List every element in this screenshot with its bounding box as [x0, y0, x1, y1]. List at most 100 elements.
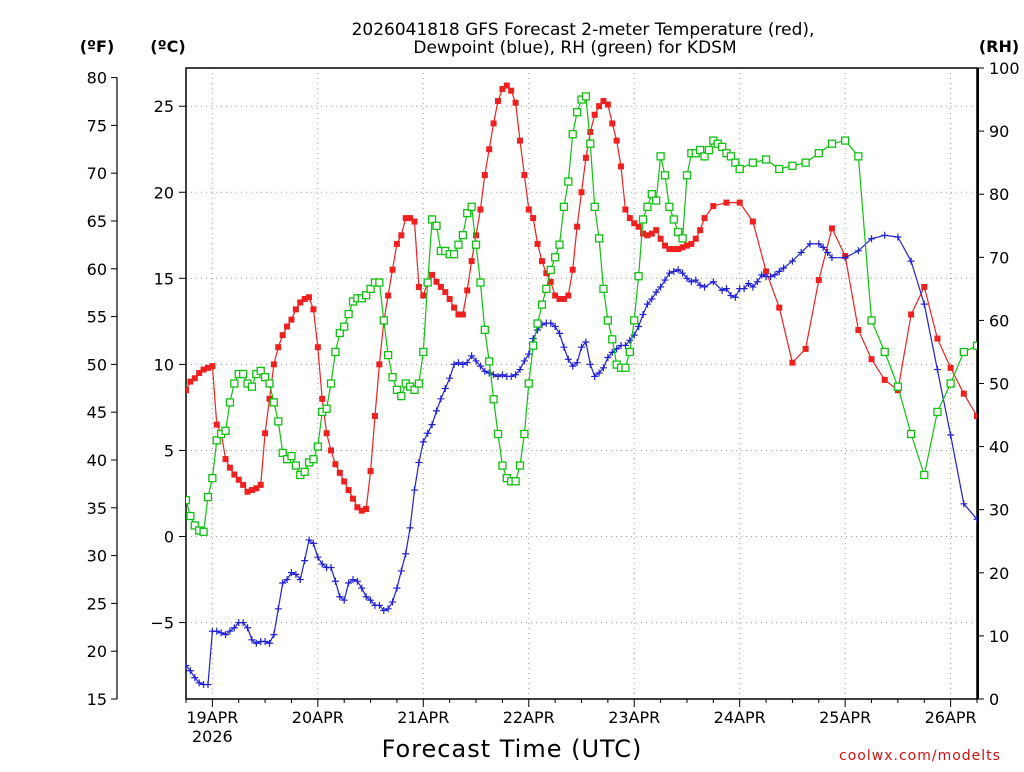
celsius-unit-label: (ºC): [150, 37, 185, 56]
rh-point: [560, 203, 567, 210]
temperature-point: [539, 258, 545, 264]
fahrenheit-tick-label: 75: [87, 116, 107, 135]
dewpoint-point: [437, 395, 444, 402]
dewpoint-point: [499, 371, 506, 378]
rh-point: [815, 150, 822, 157]
rh-point: [635, 273, 642, 280]
fahrenheit-tick-label: 20: [87, 642, 107, 661]
rh-point: [499, 462, 506, 469]
rh-point: [670, 216, 677, 223]
rh-point: [226, 399, 233, 406]
dewpoint-point: [262, 638, 269, 645]
rh-point: [565, 178, 572, 185]
temperature-point: [306, 294, 312, 300]
rh-point: [521, 430, 528, 437]
rh-point: [868, 317, 875, 324]
temperature-point: [921, 284, 927, 290]
rh-point: [908, 430, 915, 437]
temperature-point: [583, 155, 589, 161]
dewpoint-point: [508, 373, 515, 380]
rh-point: [481, 326, 488, 333]
rh-point: [415, 380, 422, 387]
rh-point: [187, 513, 194, 520]
temperature-point: [486, 146, 492, 152]
temperature-point: [420, 293, 426, 299]
dewpoint-point: [266, 640, 273, 647]
temperature-point: [447, 296, 453, 302]
temperature-point: [653, 227, 659, 233]
rh-tick-label: 100: [989, 59, 1020, 78]
rh-point: [749, 159, 756, 166]
rh-point: [666, 203, 673, 210]
rh-point: [604, 317, 611, 324]
temperature-point: [614, 138, 620, 144]
x-tick-label: 20APR: [292, 708, 344, 727]
rh-point: [934, 408, 941, 415]
temperature-point: [433, 279, 439, 285]
temperature-point: [223, 456, 229, 462]
rh-point: [266, 380, 273, 387]
temperature-point: [271, 361, 277, 367]
rh-tick-label: 80: [989, 185, 1009, 204]
celsius-tick-label: 0: [164, 528, 174, 547]
temperature-point: [293, 306, 299, 312]
temperature-point: [521, 172, 527, 178]
temperature-point: [530, 215, 536, 221]
rh-point: [512, 478, 519, 485]
rh-point: [424, 279, 431, 286]
rh-tick-label: 50: [989, 375, 1009, 394]
celsius-tick-label: 20: [154, 183, 174, 202]
rh-point: [644, 203, 651, 210]
rh-point: [631, 317, 638, 324]
rh-point: [310, 456, 317, 463]
rh-point: [538, 301, 545, 308]
temperature-point: [829, 225, 835, 231]
dewpoint-point: [640, 311, 647, 318]
rh-tick-label: 20: [989, 564, 1009, 583]
temperature-point: [416, 284, 422, 290]
rh-point: [894, 383, 901, 390]
temperature-point: [495, 98, 501, 104]
temperature-point: [275, 344, 281, 350]
temperature-point: [332, 461, 338, 467]
rh-point: [657, 153, 664, 160]
dewpoint-point: [332, 578, 339, 585]
temperature-point: [350, 496, 356, 502]
rh-point: [947, 380, 954, 387]
temperature-point: [346, 487, 352, 493]
temperature-point: [209, 363, 215, 369]
dewpoint-point: [947, 431, 954, 438]
rh-point: [921, 471, 928, 478]
rh-point: [314, 443, 321, 450]
dewpoint-point: [565, 356, 572, 363]
rh-point: [385, 352, 392, 359]
x-tick-label: 19APR: [186, 708, 238, 727]
dewpoint-point: [402, 550, 409, 557]
temperature-point: [948, 365, 954, 371]
temperature-point: [724, 200, 730, 206]
rh-point: [270, 399, 277, 406]
rh-point: [622, 364, 629, 371]
rh-point: [473, 241, 480, 248]
temperature-point: [618, 163, 624, 169]
temperature-point: [974, 413, 980, 419]
temperature-point: [438, 284, 444, 290]
dewpoint-point: [727, 292, 734, 299]
rh-point: [600, 285, 607, 292]
dewpoint-point: [398, 567, 405, 574]
temperature-point: [324, 430, 330, 436]
dewpoint-point: [556, 330, 563, 337]
credit-link[interactable]: coolwx.com/modelts: [839, 748, 1001, 764]
fahrenheit-tick-label: 45: [87, 403, 107, 422]
fahrenheit-unit-label: (ºF): [80, 37, 115, 56]
celsius-tick-label: 5: [164, 441, 174, 460]
temperature-point: [236, 477, 242, 483]
temperature-point: [412, 219, 418, 225]
fahrenheit-tick-label: 50: [87, 355, 107, 374]
temperature-point: [934, 336, 940, 342]
series-relative-humidity: [183, 93, 1024, 535]
dewpoint-point: [442, 385, 449, 392]
rh-point: [596, 235, 603, 242]
rh-point: [495, 430, 502, 437]
